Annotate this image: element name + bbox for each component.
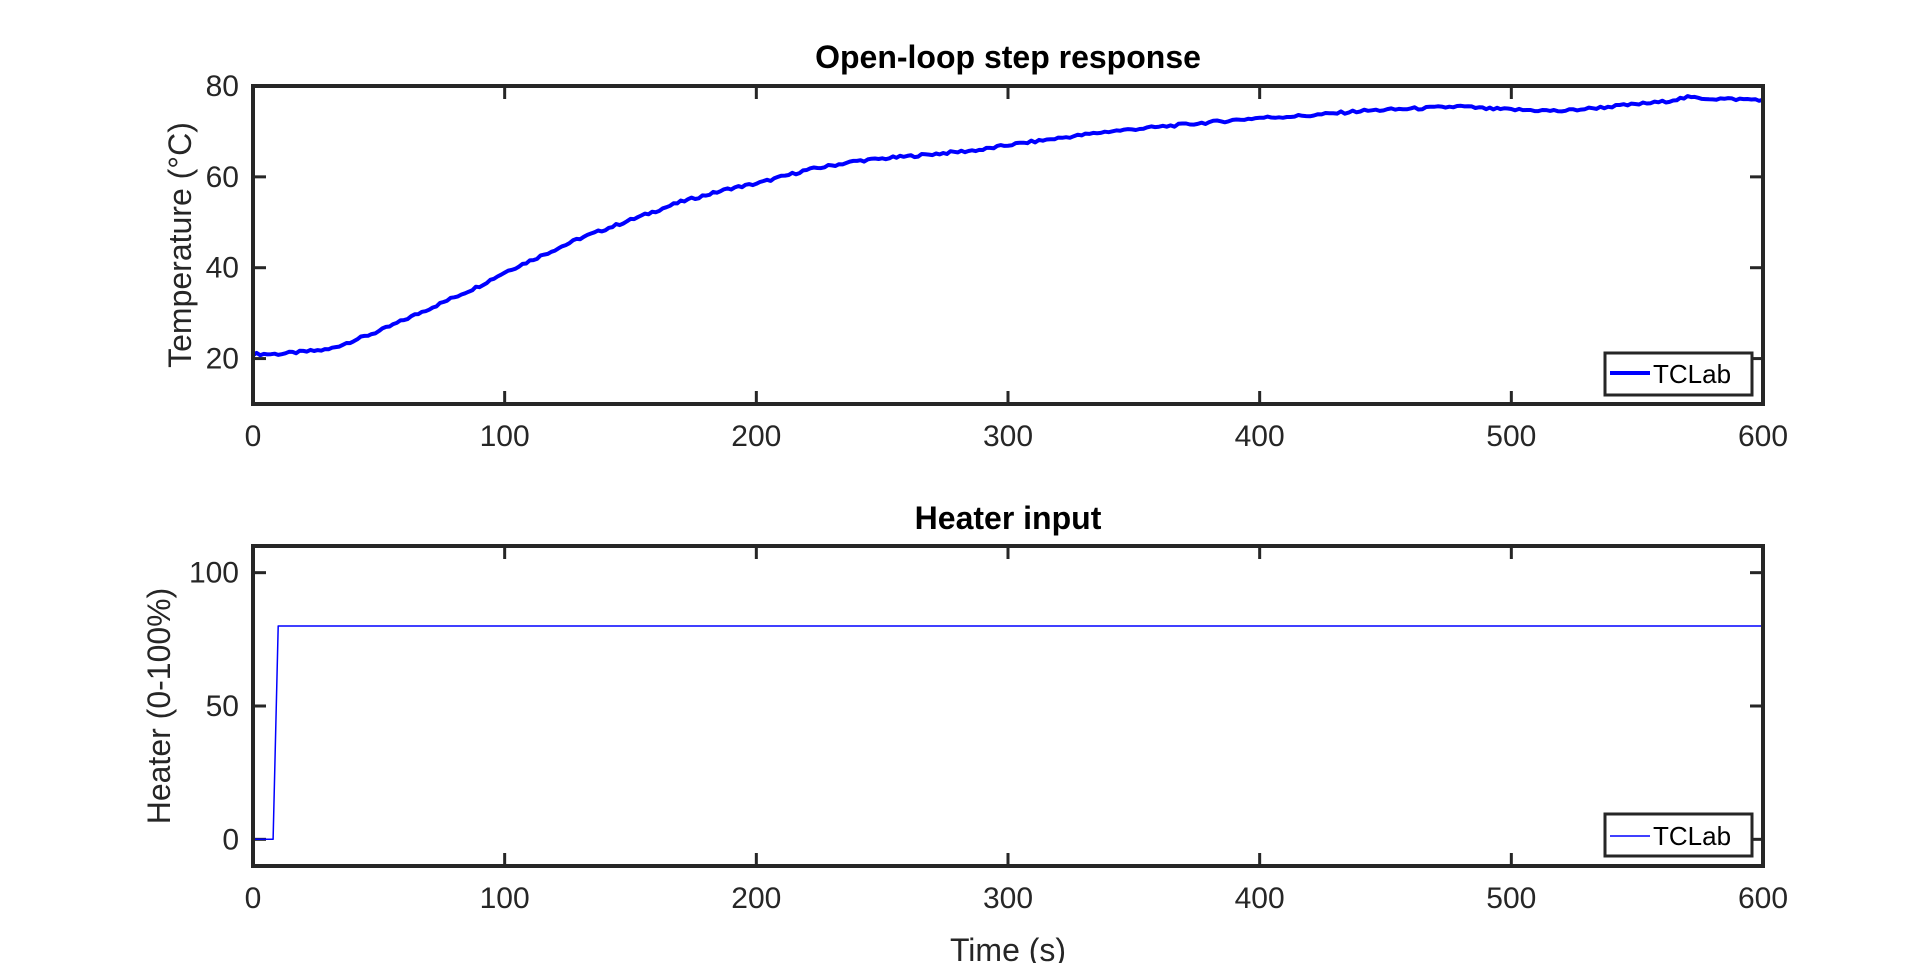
heater-y-tick-label: 100 [189, 557, 239, 590]
heater-x-tick-label: 400 [1235, 882, 1285, 915]
heater-legend: TCLab [1603, 812, 1754, 858]
heater-legend-label: TCLab [1653, 821, 1731, 851]
temperature-chart-title: Open-loop step response [815, 39, 1201, 75]
heater-plot-area [253, 546, 1763, 866]
temperature-x-tick-label: 600 [1738, 420, 1788, 453]
temperature-y-tick-label: 20 [206, 343, 239, 376]
heater-y-tick-label: 0 [222, 823, 239, 856]
heater-x-axis-label: Time (s) [950, 932, 1066, 963]
heater-series-line-0 [253, 625, 1763, 841]
temperature-y-tick-label: 40 [206, 252, 239, 285]
heater-y-axis-label: Heater (0-100%) [141, 588, 177, 825]
heater-y-tick-label: 50 [206, 690, 239, 723]
heater-legend-box [1603, 812, 1754, 858]
temperature-y-tick-label: 60 [206, 161, 239, 194]
temperature-x-tick-label: 200 [731, 420, 781, 453]
heater-axes-box [251, 544, 1765, 868]
temperature-x-tick-label: 500 [1486, 420, 1536, 453]
temperature-x-tick-label: 300 [983, 420, 1033, 453]
temperature-x-tick-label: 0 [245, 420, 262, 453]
heater-axis-tick-labels: 0 100 200 300 400 500 600 0 50 100 [189, 557, 1788, 915]
heater-x-tick-label: 500 [1486, 882, 1536, 915]
temperature-legend-label: TCLab [1653, 359, 1731, 389]
heater-x-tick-label: 0 [245, 882, 262, 915]
temperature-axes-box [251, 84, 1765, 406]
temperature-x-tick-label: 400 [1235, 420, 1285, 453]
heater-x-tick-label: 600 [1738, 882, 1788, 915]
temperature-series [251, 94, 1764, 358]
temperature-y-tick-label: 80 [206, 70, 239, 103]
temperature-subplot: Open-loop step response 0 100 200 300 400 500… [162, 39, 1788, 453]
heater-subplot: Heater input 0 100 200 300 400 500 600 0 50 100 H… [141, 500, 1788, 963]
temperature-series-line-0 [251, 94, 1764, 358]
heater-chart-title: Heater input [915, 500, 1102, 536]
heater-x-tick-label: 200 [731, 882, 781, 915]
heater-x-tick-label: 300 [983, 882, 1033, 915]
temperature-axis-tick-labels: 0 100 200 300 400 500 600 20 40 60 80 [206, 70, 1788, 453]
temperature-x-tick-label: 100 [480, 420, 530, 453]
temperature-plot-area [253, 86, 1763, 404]
heater-x-tick-label: 100 [480, 882, 530, 915]
heater-series [253, 625, 1763, 841]
temperature-y-axis-label: Temperature (°C) [162, 122, 198, 368]
temperature-legend: TCLab [1603, 351, 1754, 397]
